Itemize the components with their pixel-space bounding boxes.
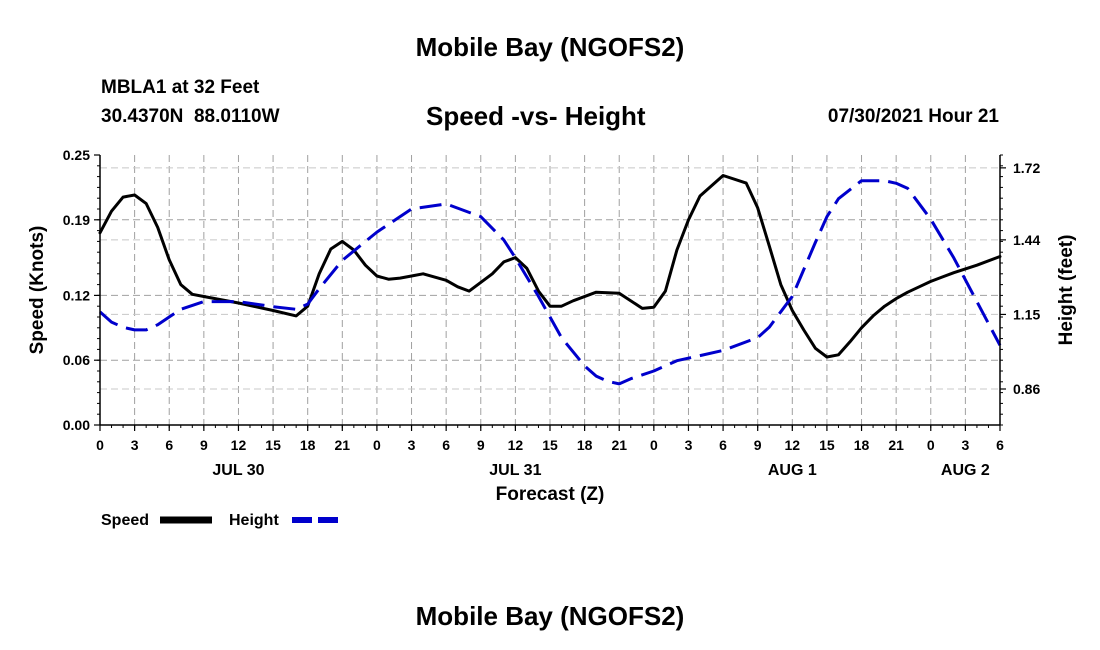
x-tick-label: 21 xyxy=(335,437,351,453)
y2-tick-label: 1.72 xyxy=(1013,160,1040,176)
x-tick-label: 15 xyxy=(819,437,835,453)
series-lines xyxy=(98,174,1002,386)
x-tick-label: 6 xyxy=(442,437,450,453)
y2-tick-label: 1.44 xyxy=(1013,232,1040,248)
x-tick-label: 3 xyxy=(685,437,693,453)
axes xyxy=(94,154,1006,431)
x-tick-label: 3 xyxy=(961,437,969,453)
grid xyxy=(100,155,1000,425)
x-tick-label: 21 xyxy=(611,437,627,453)
x-tick-label: 12 xyxy=(508,437,524,453)
x-tick-label: 0 xyxy=(650,437,658,453)
x-tick-label: 18 xyxy=(854,437,870,453)
x-tick-label: 18 xyxy=(300,437,316,453)
y-tick-label: 0.25 xyxy=(63,147,90,163)
x-tick-label: 0 xyxy=(373,437,381,453)
y2-axis-title: Height (feet) xyxy=(1056,235,1077,346)
x-tick-label: 0 xyxy=(927,437,935,453)
axis-labels: 0.00 0.06 0.12 0.19 0.25 0.86 1.15 1.44 1.72 0 3 6 9… xyxy=(27,147,1077,505)
x-tick-label: 15 xyxy=(542,437,558,453)
date-label: AUG 2 xyxy=(941,462,990,479)
y-tick-label: 0.12 xyxy=(63,287,90,303)
x-tick-label: 6 xyxy=(996,437,1004,453)
x-tick-label: 21 xyxy=(888,437,904,453)
x-tick-label: 3 xyxy=(408,437,416,453)
legend-label-height: Height xyxy=(229,512,279,529)
date-label: AUG 1 xyxy=(768,462,817,479)
y-tick-label: 0.00 xyxy=(63,417,90,433)
chart-title: Speed -vs- Height xyxy=(426,101,646,131)
series-line-height xyxy=(99,179,1002,386)
x-tick-label: 3 xyxy=(131,437,139,453)
legend-label-speed: Speed xyxy=(101,512,149,529)
series-line-speed xyxy=(98,174,1002,359)
y-tick-label: 0.06 xyxy=(63,352,90,368)
x-tick-label: 9 xyxy=(477,437,485,453)
x-axis-title: Forecast (Z) xyxy=(496,484,605,505)
bottom-title: Mobile Bay (NGOFS2) xyxy=(415,601,685,631)
y-tick-label: 0.19 xyxy=(63,212,90,228)
x-tick-label: 6 xyxy=(165,437,173,453)
x-tick-label: 9 xyxy=(754,437,762,453)
x-tick-label: 15 xyxy=(265,437,281,453)
date-label: JUL 30 xyxy=(212,462,264,479)
forecast-datetime: 07/30/2021 Hour 21 xyxy=(827,106,999,127)
y2-tick-label: 0.86 xyxy=(1013,381,1040,397)
station-label: MBLA1 at 32 Feet xyxy=(101,77,260,98)
x-tick-label: 9 xyxy=(200,437,208,453)
x-tick-label: 18 xyxy=(577,437,593,453)
x-tick-label: 6 xyxy=(719,437,727,453)
x-tick-label: 12 xyxy=(231,437,247,453)
y-axis-title: Speed (Knots) xyxy=(27,226,48,355)
x-tick-label: 0 xyxy=(96,437,104,453)
legend: Speed Height xyxy=(101,512,342,529)
top-title: Mobile Bay (NGOFS2) xyxy=(415,32,685,62)
y2-tick-label: 1.15 xyxy=(1013,306,1040,322)
station-coordinates: 30.4370N 88.0110W xyxy=(101,106,280,127)
x-tick-label: 12 xyxy=(785,437,801,453)
date-label: JUL 31 xyxy=(489,462,541,479)
